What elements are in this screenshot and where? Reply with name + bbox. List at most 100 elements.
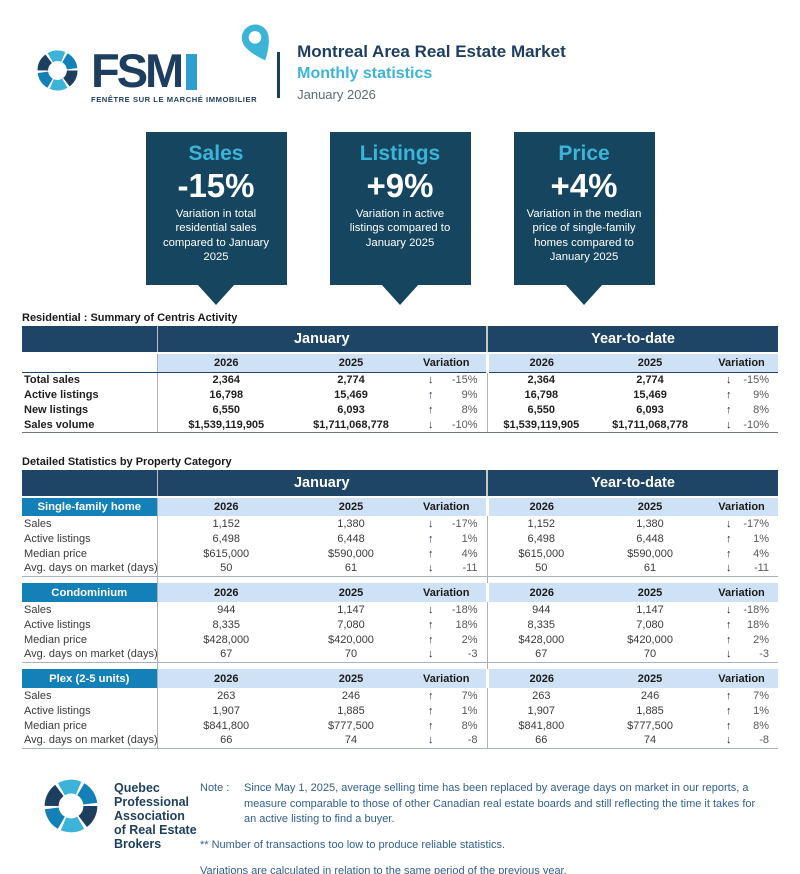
group-header-row: January Year-to-date bbox=[22, 470, 779, 499]
col-header-variation: Variation bbox=[407, 583, 488, 603]
value-cell: 8,335 bbox=[212, 618, 241, 631]
col-header-2025: 2025 bbox=[295, 583, 407, 603]
up-arrow-icon: ↑ bbox=[726, 389, 732, 402]
col-header-2025: 2025 bbox=[295, 497, 407, 517]
col-header-2026: 2026 bbox=[157, 669, 295, 689]
variation-cell: ↓ -17% bbox=[726, 517, 770, 530]
value-cell: 1,885 bbox=[636, 704, 664, 717]
variation-cell: ↓ -15% bbox=[428, 374, 478, 387]
variation-cell: ↑ 18% bbox=[428, 618, 478, 631]
value-cell: $428,000 bbox=[203, 633, 250, 646]
col-header-variation: Variation bbox=[705, 352, 779, 374]
table-row: Avg. days on market (days) 50 61 ↓ -11 50… bbox=[22, 561, 779, 577]
report-period: January 2026 bbox=[297, 87, 376, 102]
row-label: Avg. days on market (days) bbox=[22, 561, 158, 577]
value-cell: 7,080 bbox=[337, 618, 365, 631]
group-header-january: January bbox=[157, 470, 488, 499]
row-label: Sales bbox=[22, 602, 158, 618]
table-row: Sales 944 1,147 ↓ -18% 944 1,147 ↓ -18% bbox=[22, 602, 778, 618]
variation-cell: ↑ 8% bbox=[428, 719, 478, 732]
value-cell: 1,907 bbox=[486, 703, 596, 719]
value-cell: 263 bbox=[486, 688, 596, 704]
variation-cell: ↓ -10% bbox=[705, 417, 779, 434]
detailed-table-title: Detailed Statistics by Property Category bbox=[22, 456, 232, 469]
up-arrow-icon: ↑ bbox=[726, 532, 732, 545]
up-arrow-icon: ↑ bbox=[428, 704, 434, 717]
value-cell: $590,000 bbox=[328, 547, 374, 560]
value-cell: 67 bbox=[486, 647, 596, 663]
down-arrow-icon: ↓ bbox=[428, 517, 434, 530]
up-arrow-icon: ↑ bbox=[428, 389, 434, 402]
variation-cell: ↓ -18% bbox=[726, 603, 770, 616]
down-arrow-icon: ↓ bbox=[428, 562, 434, 575]
group-header-row: January Year-to-date bbox=[22, 325, 779, 354]
row-label: Active listings bbox=[22, 387, 158, 403]
value-cell: $420,000 bbox=[627, 633, 673, 646]
value-cell: 67 bbox=[157, 647, 295, 663]
row-label: Active listings bbox=[22, 703, 158, 719]
callout-pointer bbox=[197, 283, 235, 305]
category-name: Single-family home bbox=[22, 497, 158, 517]
callout-title: Sales bbox=[188, 141, 244, 165]
value-cell: $615,000 bbox=[486, 546, 596, 562]
down-arrow-icon: ↓ bbox=[726, 648, 732, 661]
value-cell: $615,000 bbox=[203, 547, 250, 560]
callout-pointer bbox=[381, 283, 419, 305]
brand-tagline: FENÊTRE SUR LE MARCHÉ IMMOBILIER bbox=[91, 94, 258, 104]
value-cell: 16,798 bbox=[486, 387, 596, 403]
up-arrow-icon: ↑ bbox=[428, 719, 434, 732]
value-cell: 246 bbox=[640, 689, 660, 702]
table-row: Avg. days on market (days) 66 74 ↓ -8 66 … bbox=[22, 733, 779, 749]
variation-cell: ↑ 7% bbox=[726, 689, 770, 702]
variation-cell: ↑ 8% bbox=[428, 404, 478, 417]
row-label: Total sales bbox=[22, 372, 158, 388]
variation-cell: ↑ 1% bbox=[428, 532, 478, 545]
col-header-variation: Variation bbox=[705, 669, 779, 689]
page-subtitle: Monthly statistics bbox=[297, 65, 433, 82]
table-spacer-row bbox=[22, 662, 779, 670]
table-row: Sales 1,152 1,380 ↓ -17% 1,152 1,380 ↓ -17… bbox=[22, 516, 778, 532]
value-cell: 50 bbox=[486, 561, 596, 577]
value-cell: $420,000 bbox=[328, 633, 374, 646]
value-cell: 7,080 bbox=[636, 618, 664, 631]
col-header-variation: Variation bbox=[407, 352, 488, 374]
note-label: Note : bbox=[200, 781, 230, 794]
col-header-2026: 2026 bbox=[157, 352, 295, 374]
up-arrow-icon: ↑ bbox=[726, 689, 732, 702]
table-row: Active listings 8,335 7,080 ↑ 18% 8,335 7… bbox=[22, 617, 778, 633]
value-cell: 74 bbox=[295, 733, 407, 749]
column-header-row: 2026 2025 Variation 2026 2025 Variation bbox=[22, 352, 779, 374]
value-cell: 263 bbox=[217, 689, 236, 702]
variation-cell: ↑ 8% bbox=[726, 404, 770, 417]
summary-table: January Year-to-date 2026 2025 Variation… bbox=[22, 325, 779, 434]
up-arrow-icon: ↑ bbox=[726, 618, 732, 631]
value-cell: 6,498 bbox=[486, 531, 596, 547]
variation-cell: ↓ -3 bbox=[407, 647, 488, 663]
callout-listings: Listings +9% Variation in active listing… bbox=[329, 131, 471, 305]
down-arrow-icon: ↓ bbox=[428, 734, 434, 747]
detailed-section: Detailed Statistics by Property Category… bbox=[22, 456, 779, 749]
category-header-row: Plex (2-5 units) 2026 2025 Variation 202… bbox=[22, 669, 779, 689]
up-arrow-icon: ↑ bbox=[428, 404, 434, 417]
value-cell: $1,711,068,778 bbox=[595, 417, 706, 434]
value-cell: $1,539,119,905 bbox=[157, 417, 295, 434]
variation-cell: ↓ -8 bbox=[407, 733, 488, 749]
up-arrow-icon: ↑ bbox=[726, 719, 732, 732]
row-label: Median price bbox=[22, 632, 158, 648]
callout-description: Variation in the median price of single-… bbox=[526, 207, 642, 263]
variation-cell: ↓ -10% bbox=[407, 417, 488, 434]
value-cell: 70 bbox=[595, 647, 706, 663]
variation-cell: ↓ -15% bbox=[726, 374, 770, 387]
map-pin-icon bbox=[241, 24, 269, 61]
table-spacer-row bbox=[22, 576, 779, 584]
down-arrow-icon: ↓ bbox=[726, 603, 732, 616]
group-header-ytd: Year-to-date bbox=[486, 470, 779, 499]
table-row: Active listings 1,907 1,885 ↑ 1% 1,907 1,… bbox=[22, 703, 778, 719]
row-label: Sales bbox=[22, 516, 158, 532]
value-cell: 1,147 bbox=[337, 603, 365, 616]
variation-cell: ↓ -3 bbox=[705, 647, 779, 663]
variation-cell: ↑ 9% bbox=[428, 389, 478, 402]
category-name: Plex (2-5 units) bbox=[22, 669, 158, 689]
down-arrow-icon: ↓ bbox=[428, 648, 434, 661]
down-arrow-icon: ↓ bbox=[428, 374, 434, 387]
